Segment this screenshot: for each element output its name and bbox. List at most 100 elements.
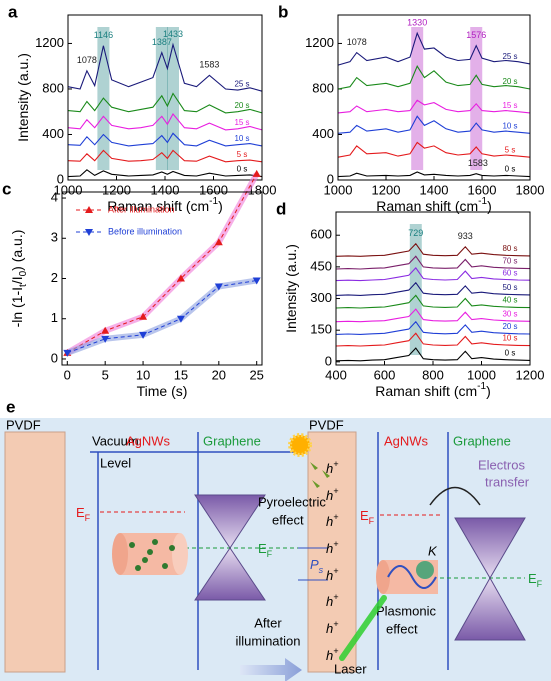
hole-label: h+ (326, 592, 339, 609)
peak-label: 1576 (466, 30, 486, 40)
panel-label: d (276, 199, 286, 218)
point (214, 238, 223, 246)
fit-line (67, 173, 258, 354)
hole-label: h+ (326, 486, 339, 503)
point (63, 349, 72, 357)
panel-label: c (2, 179, 11, 198)
series-label: 50 s (502, 283, 517, 292)
x-tick-label: 15 (174, 367, 188, 382)
y-tick-label: 1 (51, 310, 58, 325)
pyro-label: effect (272, 512, 304, 527)
x-tick-label: 1000 (467, 367, 496, 382)
spectrum (67, 113, 263, 131)
y-tick-label: 800 (312, 80, 334, 95)
y-axis-label-part: t (18, 284, 29, 287)
x-axis-label-part: ) (487, 198, 492, 214)
pvdf-label: PVDF (6, 417, 41, 432)
nanowire-end (376, 560, 390, 594)
spectrum (337, 31, 531, 66)
peak-label: 1078 (77, 55, 97, 65)
spectrum (335, 255, 531, 270)
plasmon-wave (387, 565, 437, 589)
legend-marker (85, 206, 93, 213)
x-axis-label-part: -1 (478, 196, 487, 207)
plasmon (416, 561, 434, 579)
spectrum (67, 132, 263, 147)
hole-label: h+ (326, 619, 339, 636)
spectrum (335, 267, 531, 282)
arrow (240, 658, 302, 681)
series-label: 10 s (234, 134, 249, 143)
series-label: 60 s (502, 268, 517, 277)
y-tick-label: 150 (310, 322, 332, 337)
y-axis-label-part: Intensity (a.u.) (283, 244, 299, 333)
x-axis-label-part: ) (218, 198, 223, 214)
series-label: 40 s (502, 296, 517, 305)
series-label: 20 s (502, 322, 517, 331)
pvdf-block (4, 431, 66, 673)
x-axis-label: Raman shift (cm-1) (107, 196, 223, 214)
x-axis-label-part: Raman shift (cm (107, 198, 209, 214)
peak-label: 729 (408, 228, 423, 238)
spectrum (337, 65, 531, 90)
dirac-cone (454, 576, 526, 641)
point (101, 335, 110, 343)
diagram: e PVDF Vacuum Level AgNWs Graphene EF EF… (0, 397, 551, 681)
peak-label: 1146 (94, 30, 113, 40)
y-tick-label: 1200 (35, 35, 64, 50)
fermi-label: EF (258, 541, 273, 559)
x-axis-label: Raman shift (cm-1) (376, 196, 492, 214)
spectrum (335, 281, 531, 296)
spectrum (67, 92, 263, 114)
sun (288, 433, 312, 457)
series-label: 0 s (505, 348, 516, 357)
x-axis-label-part: Raman shift (cm (376, 198, 478, 214)
plot-frame (67, 14, 263, 181)
spectrum (335, 320, 531, 335)
legend-label: Before illumination (108, 226, 182, 236)
peak-band (409, 224, 422, 355)
pyro-label: Pyroelectric (258, 494, 326, 509)
hole-sup: + (333, 512, 338, 522)
y-tick-label: 0 (325, 353, 332, 368)
pvdf-block (307, 431, 357, 673)
plot-frame (335, 211, 531, 366)
hole-sup: + (333, 619, 338, 629)
graphene-label: Graphene (453, 433, 511, 448)
plot-frame (337, 14, 531, 181)
x-tick-label: 5 (102, 367, 109, 382)
hole-sup: + (333, 486, 338, 496)
point (214, 283, 223, 291)
spectrum (335, 294, 531, 309)
series-label: 5 s (237, 150, 248, 159)
spectrum (67, 149, 263, 163)
panel-label: e (6, 397, 15, 416)
y-tick-label: 0 (51, 350, 58, 365)
y-axis-label-part: -ln (1-I (9, 287, 25, 327)
y-axis-label-part: /I (9, 276, 25, 284)
series-label: 0 s (237, 165, 248, 174)
x-tick-label: 1800 (516, 182, 545, 197)
y-tick-label: 300 (310, 290, 332, 305)
spectrum (337, 115, 531, 134)
x-tick-label: 1000 (54, 182, 83, 197)
y-tick-label: 0 (327, 171, 334, 186)
series-label: 10 s (502, 121, 517, 130)
peak-label: 1330 (407, 18, 427, 28)
agnws-label: AgNWs (384, 433, 429, 448)
x-tick-label: 1200 (516, 367, 545, 382)
x-axis-label: Raman shift (cm-1) (375, 381, 491, 399)
peak-band (411, 27, 424, 170)
peak-label: 1078 (347, 37, 367, 47)
x-tick-label: 0 (64, 367, 71, 382)
plot-frame (61, 191, 263, 366)
x-tick-label: 800 (422, 367, 444, 382)
electron-label: Electros (478, 457, 525, 472)
fermi-label: EF (76, 505, 91, 523)
dirac-cone (194, 494, 266, 549)
x-tick-label: 1400 (420, 182, 449, 197)
peak-label: 1583 (468, 158, 488, 168)
pvdf-label: PVDF (309, 417, 344, 432)
holes: h+h+h+h+h+h+h+h+ (326, 459, 339, 663)
